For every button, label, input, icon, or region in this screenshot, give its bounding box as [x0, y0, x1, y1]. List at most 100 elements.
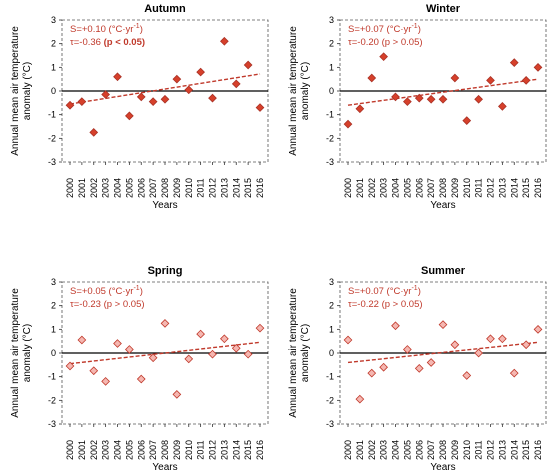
data-point [367, 368, 377, 378]
x-tick-label: 2009 [450, 440, 460, 460]
x-tick-label: 2011 [474, 178, 484, 197]
y-tick-label: -1 [326, 110, 334, 120]
y-tick-label: 0 [329, 86, 334, 96]
x-tick-label: 2014 [509, 178, 519, 198]
y-tick-label: 1 [51, 324, 56, 334]
x-axis-label: Years [430, 462, 455, 470]
x-tick-label: 2004 [113, 440, 123, 460]
y-tick-label: 3 [329, 15, 334, 25]
data-point [509, 58, 519, 67]
x-tick-label: 2008 [160, 440, 170, 460]
chart-panel-3: Summer -3 -2 -1 0 1 2 3 2000 2001 2002 2003 2004 2005… [288, 265, 547, 470]
x-tick-label: 2007 [148, 440, 158, 460]
slope-annotation: S=+0.05 (°C·yr-1) [70, 285, 143, 297]
x-tick-label: 2007 [426, 178, 436, 198]
data-point [148, 97, 158, 107]
y-tick-label: -2 [326, 133, 334, 143]
y-tick-label: -1 [48, 110, 56, 120]
x-tick-label: 2003 [379, 440, 389, 460]
x-tick-label: 2002 [367, 178, 377, 198]
x-tick-label: 2002 [89, 178, 99, 198]
x-tick-label: 2005 [124, 178, 134, 198]
data-point [450, 340, 460, 350]
data-point [243, 349, 253, 359]
data-point [172, 390, 182, 399]
data-point [486, 334, 495, 344]
data-point [498, 334, 507, 344]
data-point [367, 73, 377, 83]
data-point [101, 90, 110, 99]
x-tick-label: 2001 [355, 440, 365, 460]
data-point [486, 75, 495, 85]
data-point [220, 334, 229, 344]
x-tick-label: 2005 [402, 440, 412, 460]
x-tick-label: 2016 [533, 178, 543, 198]
data-point [379, 362, 388, 372]
data-point [208, 349, 217, 359]
y-tick-label: -3 [48, 419, 56, 429]
y-axis-label: Annual mean air temperatureanomaly (°C) [10, 288, 33, 418]
x-tick-label: 2015 [521, 178, 531, 198]
x-tick-label: 2016 [255, 178, 265, 198]
data-point [89, 366, 99, 376]
data-point [343, 119, 353, 129]
data-point [101, 377, 110, 386]
data-point [426, 358, 436, 367]
x-tick-label: 2015 [243, 440, 253, 460]
chart-title: Spring [148, 265, 183, 277]
y-tick-label: 1 [329, 62, 334, 72]
y-tick-label: -2 [326, 395, 334, 405]
x-tick-label: 2004 [391, 440, 401, 460]
x-tick-label: 2003 [101, 178, 111, 198]
data-point [403, 97, 412, 107]
trend-line [69, 73, 261, 105]
chart-panel-0: Autumn -3 -2 -1 0 1 2 3 2000 2001 2002 2003 2004 2005… [10, 3, 269, 211]
x-tick-label: 2016 [255, 440, 265, 460]
y-tick-label: 3 [329, 277, 334, 287]
data-point [391, 92, 400, 102]
x-tick-label: 2004 [113, 178, 123, 198]
x-tick-label: 2008 [438, 178, 448, 198]
chart-panel-2: Spring -3 -2 -1 0 1 2 3 2000 2001 2002 2003 2004 2005… [10, 265, 269, 470]
x-tick-label: 2011 [196, 178, 206, 197]
y-tick-label: 3 [51, 277, 56, 287]
y-axis-label: Annual mean air temperatureanomaly (°C) [10, 26, 33, 156]
data-point [65, 100, 75, 110]
y-tick-label: -2 [48, 395, 56, 405]
x-tick-label: 2000 [343, 440, 353, 460]
x-tick-label: 2016 [533, 440, 543, 460]
data-point [414, 364, 424, 373]
y-tick-label: 1 [51, 62, 56, 72]
chart-title: Autumn [144, 3, 186, 15]
data-point [184, 85, 194, 95]
x-tick-label: 2008 [438, 440, 448, 460]
data-point [160, 94, 170, 104]
trend-line [347, 341, 539, 364]
x-tick-label: 2006 [136, 178, 146, 198]
y-tick-label: 0 [51, 86, 56, 96]
y-tick-label: 2 [329, 301, 334, 311]
y-tick-label: 1 [329, 324, 334, 334]
y-tick-label: -3 [326, 157, 334, 167]
data-point [196, 329, 205, 339]
data-point [343, 335, 353, 345]
data-point [77, 97, 87, 107]
y-tick-label: 0 [329, 348, 334, 358]
data-point [498, 102, 507, 111]
x-tick-label: 2006 [414, 440, 424, 460]
data-point [243, 60, 253, 70]
x-tick-label: 2014 [231, 178, 241, 198]
data-point [148, 353, 158, 363]
y-tick-label: -3 [48, 157, 56, 167]
x-tick-label: 2001 [77, 440, 87, 460]
x-tick-label: 2001 [355, 178, 365, 198]
y-tick-label: 2 [329, 39, 334, 49]
x-tick-label: 2010 [462, 178, 472, 198]
data-point [450, 73, 460, 83]
data-point [438, 320, 448, 329]
data-point [462, 371, 472, 380]
data-point [474, 348, 483, 358]
data-point [125, 345, 134, 354]
y-axis-label: Annual mean air temperatureanomaly (°C) [288, 26, 311, 156]
y-tick-label: 0 [51, 348, 56, 358]
